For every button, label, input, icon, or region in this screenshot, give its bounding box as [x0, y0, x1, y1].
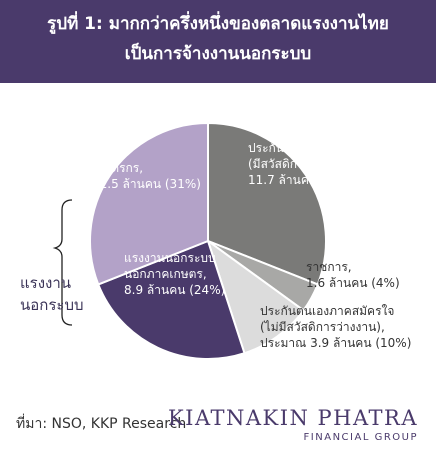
slice-label-government: ราชการ, 1.6 ล้านคน (4%) — [306, 260, 400, 290]
chart-title-line-2: เป็นการจ้างงานนอกระบบ — [124, 44, 312, 64]
title-banner: รูปที่ 1: มากกว่าครึ่งหนึ่งของตลาดแรงงาน… — [0, 0, 436, 83]
pie-chart — [52, 121, 327, 360]
logo-subtitle: FINANCIAL GROUP — [303, 432, 418, 443]
slice-social-security — [207, 121, 327, 286]
slice-label-farmers: เกษตรกร, 11.5 ล้านคน (31%) — [92, 161, 201, 191]
slice-voluntary — [206, 238, 305, 355]
source-note: ที่มา: NSO, KKP Research — [16, 416, 187, 432]
slice-label-social-security: ประกันสังคม มาตรา 33 (มีสวัสดิการว่างงาน… — [248, 141, 372, 187]
brand-logo: KIATNAKIN PHATRA FINANCIAL GROUP — [168, 405, 418, 445]
slice-label-voluntary: ประกันตนเองภาคสมัครใจ (ไม่มีสวัสดิการว่า… — [260, 304, 412, 350]
nonformal-bracket — [52, 199, 73, 326]
slice-farmers — [89, 121, 209, 286]
bracket-label: แรงงาน นอกระบบ — [20, 274, 84, 314]
slice-label-nonfarm-informal: แรงงานนอกระบบ นอกภาคเกษตร, 8.9 ล้านคน (2… — [124, 251, 226, 297]
logo-wordmark: KIATNAKIN PHATRA — [167, 406, 418, 430]
chart-title-line-1: รูปที่ 1: มากกว่าครึ่งหนึ่งของตลาดแรงงาน… — [47, 14, 389, 34]
